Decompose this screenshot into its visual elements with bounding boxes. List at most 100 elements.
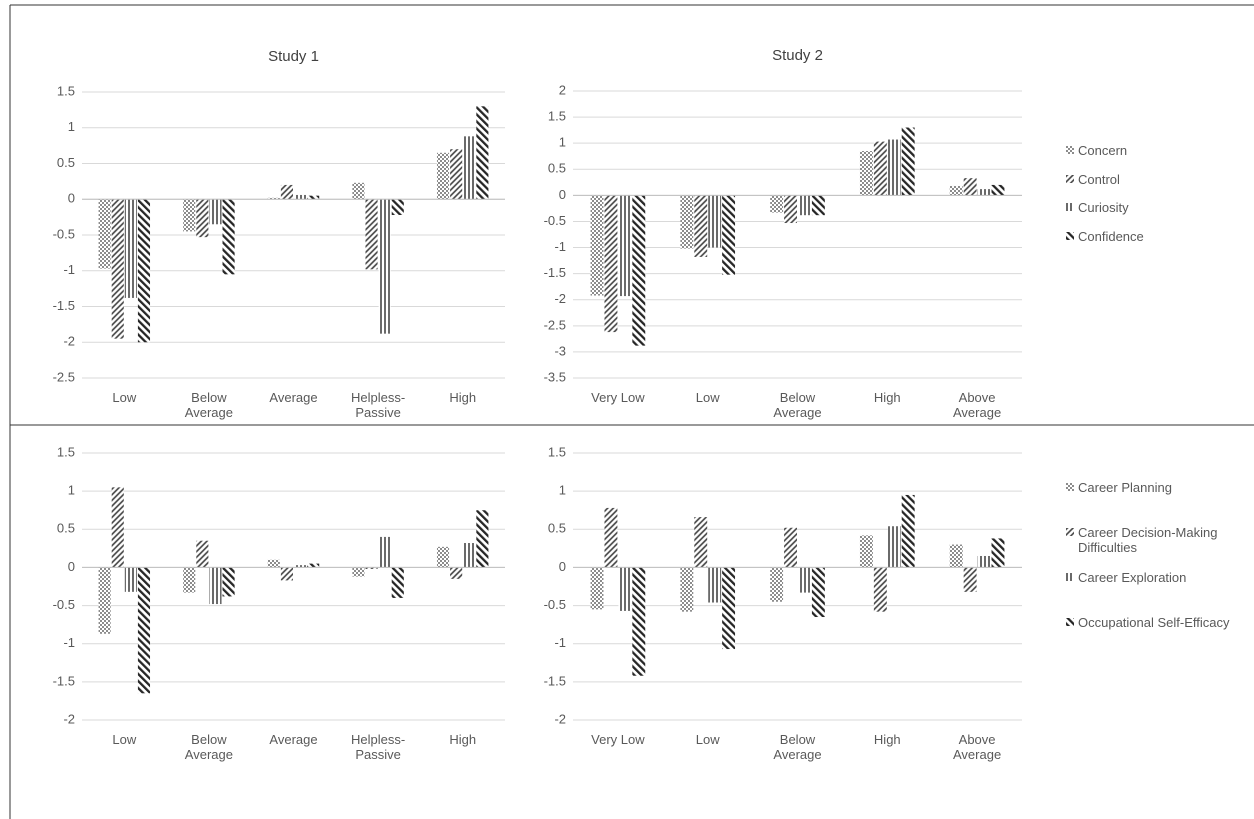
bar	[476, 106, 489, 200]
legend-item: Career Planning	[1066, 480, 1251, 495]
bar	[859, 151, 873, 196]
y-tick-label: -2	[63, 334, 75, 349]
y-tick-label: -2	[554, 711, 566, 726]
y-tick-label: 1.5	[57, 83, 75, 98]
x-tick-label: High	[449, 732, 477, 747]
legend-swatch	[1066, 174, 1074, 183]
bar	[222, 567, 235, 597]
x-tick-label: Above Average	[953, 390, 1002, 420]
bar	[590, 195, 604, 296]
y-tick-label: -0.5	[53, 597, 75, 612]
x-tick-label: High	[873, 390, 901, 405]
bar	[352, 182, 365, 200]
legend-label: Control	[1078, 171, 1120, 187]
legend-swatch	[1066, 618, 1074, 626]
y-tick-label: 1	[68, 119, 75, 134]
legend-item: Confidence	[1066, 229, 1251, 244]
bar	[963, 178, 977, 196]
bar	[436, 152, 450, 200]
bar	[873, 141, 887, 196]
legend-label: Confidence	[1078, 228, 1144, 244]
bar	[450, 149, 463, 200]
legend-label: Concern	[1078, 143, 1128, 158]
legend-item: Concern	[1066, 143, 1251, 158]
y-tick-label: -1.5	[53, 673, 75, 688]
x-tick-label: Low	[695, 732, 720, 747]
bar	[708, 567, 722, 603]
bar	[280, 567, 293, 581]
y-tick-label: -1.5	[53, 298, 75, 313]
x-tick-label: Low	[695, 390, 720, 405]
bar	[590, 567, 604, 610]
bar	[365, 567, 378, 569]
y-tick-label: -1.5	[544, 265, 566, 280]
bar	[708, 195, 722, 248]
bar	[280, 184, 293, 200]
legend-label: Occupational Self-Efficacy	[1078, 615, 1230, 630]
y-tick-label: 0	[68, 559, 75, 574]
bar	[694, 195, 708, 257]
y-tick-label: 0.5	[548, 161, 566, 176]
y-tick-label: -1	[554, 635, 566, 650]
bar	[722, 195, 736, 275]
y-tick-label: -0.5	[53, 226, 75, 241]
y-tick-label: -2.5	[53, 369, 75, 384]
x-tick-label: High	[449, 390, 477, 405]
x-tick-label: Above Average	[953, 732, 1002, 762]
bar	[694, 517, 708, 568]
bar	[124, 567, 137, 592]
y-tick-label: 2	[559, 82, 566, 97]
y-tick-label: -0.5	[544, 213, 566, 228]
bar	[632, 567, 646, 676]
bar	[798, 195, 811, 216]
bar	[873, 567, 887, 612]
bar	[811, 195, 825, 216]
bar	[267, 197, 280, 200]
legend-item: Control	[1066, 172, 1251, 187]
x-tick-label: Below Average	[773, 390, 822, 420]
bar	[307, 563, 320, 568]
y-tick-label: -1	[63, 635, 75, 650]
bar	[183, 567, 196, 593]
x-tick-label: Very Low	[591, 390, 645, 405]
legend-swatch	[1066, 528, 1074, 536]
y-tick-label: 1	[559, 483, 566, 498]
bar	[770, 195, 784, 213]
bar	[901, 494, 915, 568]
bar	[365, 199, 378, 270]
bar	[887, 526, 901, 568]
legend-item: Career Exploration	[1066, 570, 1251, 585]
bar	[977, 555, 991, 568]
x-tick-label: Helpless-Passive	[351, 732, 406, 762]
legend-item: Occupational Self-Efficacy	[1066, 615, 1251, 630]
legend-swatch	[1066, 203, 1074, 211]
bar	[124, 199, 137, 298]
bar	[463, 543, 476, 568]
bar	[209, 199, 222, 225]
y-tick-label: -1	[554, 239, 566, 254]
x-tick-label: Very Low	[591, 732, 645, 747]
y-tick-label: -1.5	[544, 673, 566, 688]
bar	[949, 185, 963, 196]
bar	[901, 127, 915, 196]
y-tick-label: -2.5	[544, 317, 566, 332]
y-tick-label: -2	[554, 291, 566, 306]
y-tick-label: 1.5	[548, 444, 566, 459]
bar	[680, 567, 694, 612]
bar	[618, 195, 632, 297]
bar	[618, 567, 632, 611]
bar	[294, 565, 307, 568]
bar	[476, 510, 489, 568]
bar	[798, 567, 811, 593]
bar	[604, 507, 618, 568]
bar	[991, 184, 1005, 196]
bar	[222, 199, 235, 275]
x-tick-label: Below Average	[184, 390, 233, 420]
bar	[209, 567, 222, 605]
bar	[963, 567, 977, 592]
bar	[604, 195, 618, 333]
x-tick-label: Below Average	[184, 732, 233, 762]
bar	[196, 199, 209, 238]
bar	[111, 487, 124, 568]
chart-title: Study 2	[772, 47, 823, 64]
